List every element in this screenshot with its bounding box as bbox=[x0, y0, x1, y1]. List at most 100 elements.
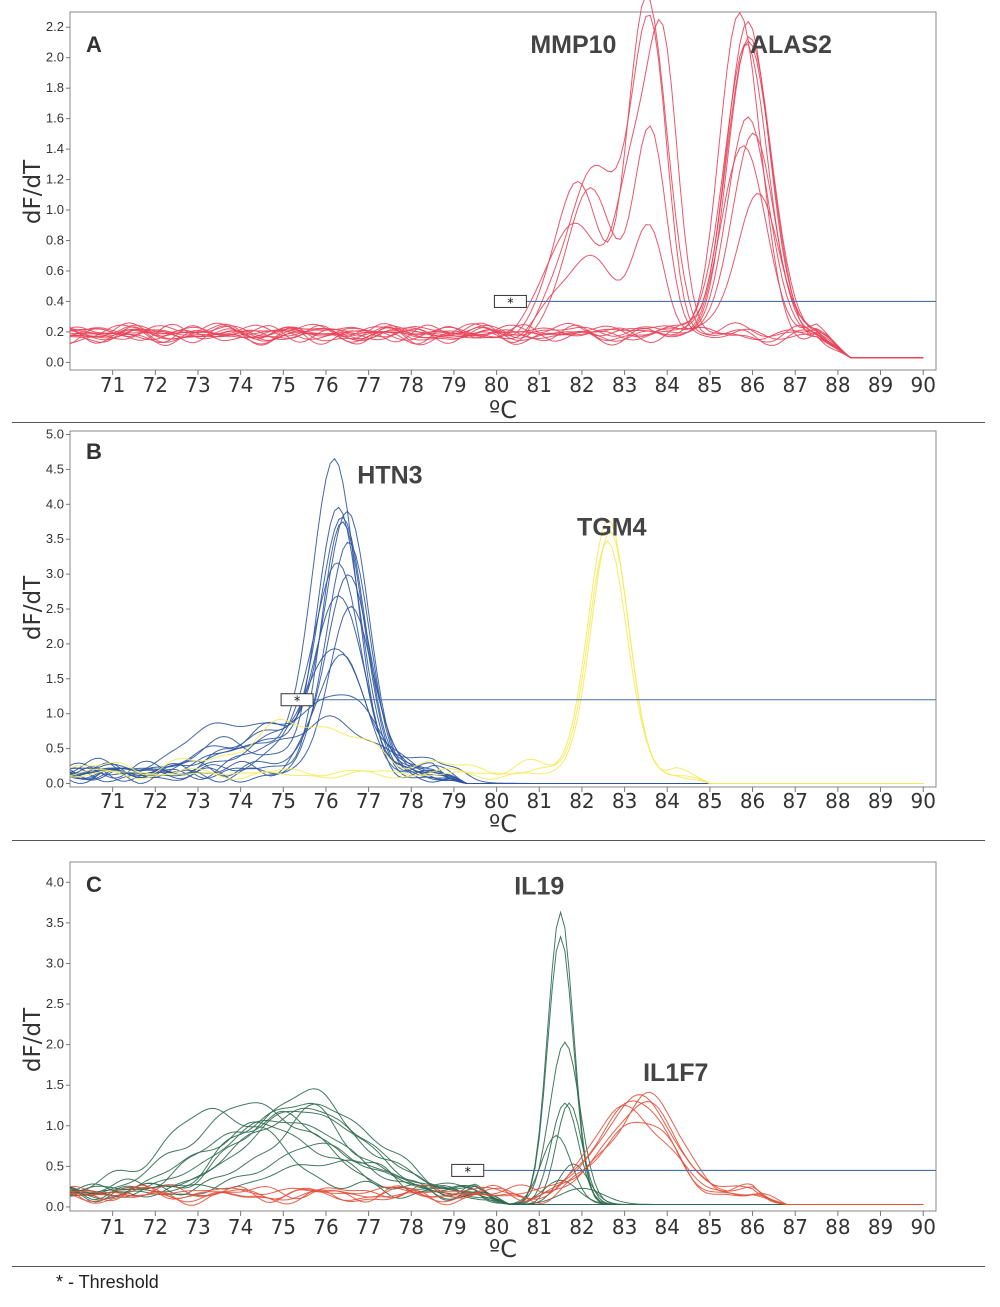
x-tick-label: 71 bbox=[100, 373, 125, 397]
x-tick-label: 81 bbox=[527, 1215, 552, 1239]
melt-curves bbox=[69, 910, 924, 1206]
x-tick-label: 78 bbox=[399, 373, 424, 397]
x-tick-label: 84 bbox=[655, 789, 680, 813]
x-tick-label: 88 bbox=[825, 373, 850, 397]
panel-b-frame bbox=[69, 430, 937, 788]
melt-curves bbox=[69, 0, 924, 359]
x-tick-label: 89 bbox=[868, 373, 893, 397]
gene-labels: IL19 IL1F7 bbox=[514, 872, 708, 1087]
melt-curve bbox=[69, 910, 924, 1205]
x-tick-label: 76 bbox=[313, 373, 338, 397]
x-tick-label: 84 bbox=[655, 373, 680, 397]
melt-curve bbox=[69, 562, 924, 784]
y-tick-label: 0.0 bbox=[46, 776, 64, 791]
y-tick-label: 1.2 bbox=[46, 172, 64, 187]
x-tick-label: 88 bbox=[825, 789, 850, 813]
x-ticks: 71 72 73 74 75 76 77 78 79 80 81 82 83 84 85 86 87 88 89 90 bbox=[100, 787, 936, 813]
panel-a-chart: A dF/dT ºC 71 72 73 74 75 76 77 78 79 80 81 82 83 84 8… bbox=[20, 0, 937, 420]
y-tick-label: 2.0 bbox=[46, 1037, 64, 1052]
melt-curve bbox=[69, 44, 924, 359]
y-tick-label: 0.5 bbox=[46, 741, 64, 756]
y-ticks: 0.0 0.2 0.4 0.6 0.8 1.0 1.2 1.4 1.6 1.8 2.0 2.2 bbox=[46, 19, 70, 369]
x-tick-label: 73 bbox=[185, 1215, 210, 1239]
y-ticks: 0.0 0.5 1.0 1.5 2.0 2.5 3.0 3.5 4.0 4.5 5.0 bbox=[46, 426, 70, 791]
x-tick-label: 90 bbox=[910, 1215, 935, 1239]
panel-divider bbox=[12, 1266, 985, 1267]
x-tick-label: 80 bbox=[484, 373, 509, 397]
melt-curve bbox=[69, 595, 924, 784]
melt-curve bbox=[69, 506, 924, 784]
y-ticks: 0.0 0.5 1.0 1.5 2.0 2.5 3.0 3.5 4.0 bbox=[46, 874, 70, 1214]
x-tick-label: 83 bbox=[612, 1215, 637, 1239]
x-tick-label: 77 bbox=[356, 1215, 381, 1239]
x-tick-label: 89 bbox=[868, 1215, 893, 1239]
melt-curve bbox=[69, 518, 924, 784]
y-axis-label: dF/dT bbox=[20, 575, 46, 640]
x-tick-label: 74 bbox=[228, 373, 253, 397]
gene-label: IL1F7 bbox=[643, 1059, 708, 1087]
y-axis-label: dF/dT bbox=[20, 1007, 46, 1072]
plot-frame bbox=[69, 861, 937, 1212]
melt-curve bbox=[69, 605, 924, 784]
y-tick-label: 0.0 bbox=[46, 1199, 64, 1214]
melt-curve bbox=[69, 510, 924, 784]
x-tick-label: 80 bbox=[484, 789, 509, 813]
x-tick-label: 90 bbox=[910, 373, 935, 397]
x-tick-label: 72 bbox=[143, 789, 168, 813]
melt-curves bbox=[69, 457, 924, 784]
y-tick-label: 0.8 bbox=[46, 233, 64, 248]
melt-curve bbox=[69, 457, 924, 784]
x-tick-label: 81 bbox=[527, 789, 552, 813]
x-tick-label: 78 bbox=[399, 789, 424, 813]
y-tick-label: 2.2 bbox=[46, 19, 64, 34]
x-axis-label: ºC bbox=[489, 396, 517, 420]
x-tick-label: 82 bbox=[569, 373, 594, 397]
x-tick-label: 73 bbox=[185, 373, 210, 397]
x-tick-label: 74 bbox=[228, 1215, 253, 1239]
x-tick-label: 79 bbox=[441, 789, 466, 813]
y-tick-label: 1.0 bbox=[46, 1118, 64, 1133]
x-tick-label: 75 bbox=[271, 373, 296, 397]
x-tick-label: 88 bbox=[825, 1215, 850, 1239]
y-axis-label: dF/dT bbox=[20, 159, 46, 224]
gene-label: ALAS2 bbox=[750, 31, 832, 59]
panel-letter: C bbox=[86, 872, 102, 897]
x-tick-label: 79 bbox=[441, 373, 466, 397]
melt-curve bbox=[69, 1091, 924, 1205]
x-tick-label: 84 bbox=[655, 1215, 680, 1239]
threshold-symbol: * bbox=[507, 296, 514, 311]
y-tick-label: 2.5 bbox=[46, 996, 64, 1011]
y-tick-label: 1.5 bbox=[46, 671, 64, 686]
x-tick-label: 76 bbox=[313, 789, 338, 813]
threshold-box bbox=[493, 294, 527, 308]
melt-curve bbox=[69, 125, 924, 359]
y-tick-label: 0.2 bbox=[46, 324, 64, 339]
x-tick-label: 87 bbox=[782, 789, 807, 813]
x-tick-label: 77 bbox=[356, 373, 381, 397]
x-tick-label: 76 bbox=[313, 1215, 338, 1239]
x-ticks: 71 72 73 74 75 76 77 78 79 80 81 82 83 84 85 86 87 88 89 90 bbox=[100, 370, 936, 397]
threshold-marker: * bbox=[280, 693, 936, 710]
threshold-marker: * bbox=[451, 1163, 936, 1180]
panel-a-frame bbox=[69, 11, 937, 371]
x-tick-label: 75 bbox=[271, 789, 296, 813]
melt-curve bbox=[69, 1102, 924, 1205]
gene-label: IL19 bbox=[514, 872, 564, 900]
y-tick-label: 2.0 bbox=[46, 636, 64, 651]
gene-labels: HTN3 TGM4 bbox=[357, 461, 646, 541]
x-tick-label: 77 bbox=[356, 789, 381, 813]
x-tick-label: 79 bbox=[441, 1215, 466, 1239]
y-tick-label: 0.5 bbox=[46, 1158, 64, 1173]
y-tick-label: 3.0 bbox=[46, 566, 64, 581]
melt-curve bbox=[69, 145, 924, 359]
plot-frame bbox=[69, 430, 937, 788]
x-ticks: 71 72 73 74 75 76 77 78 79 80 81 82 83 84 85 86 87 88 89 90 bbox=[100, 1211, 936, 1239]
y-tick-label: 3.5 bbox=[46, 915, 64, 930]
gene-labels: MMP10 ALAS2 bbox=[530, 31, 832, 59]
y-tick-label: 1.8 bbox=[46, 80, 64, 95]
x-tick-label: 83 bbox=[612, 373, 637, 397]
y-tick-label: 3.0 bbox=[46, 955, 64, 970]
x-tick-label: 86 bbox=[740, 789, 765, 813]
melt-curve bbox=[70, 1119, 924, 1205]
x-axis-label: ºC bbox=[489, 1235, 517, 1263]
